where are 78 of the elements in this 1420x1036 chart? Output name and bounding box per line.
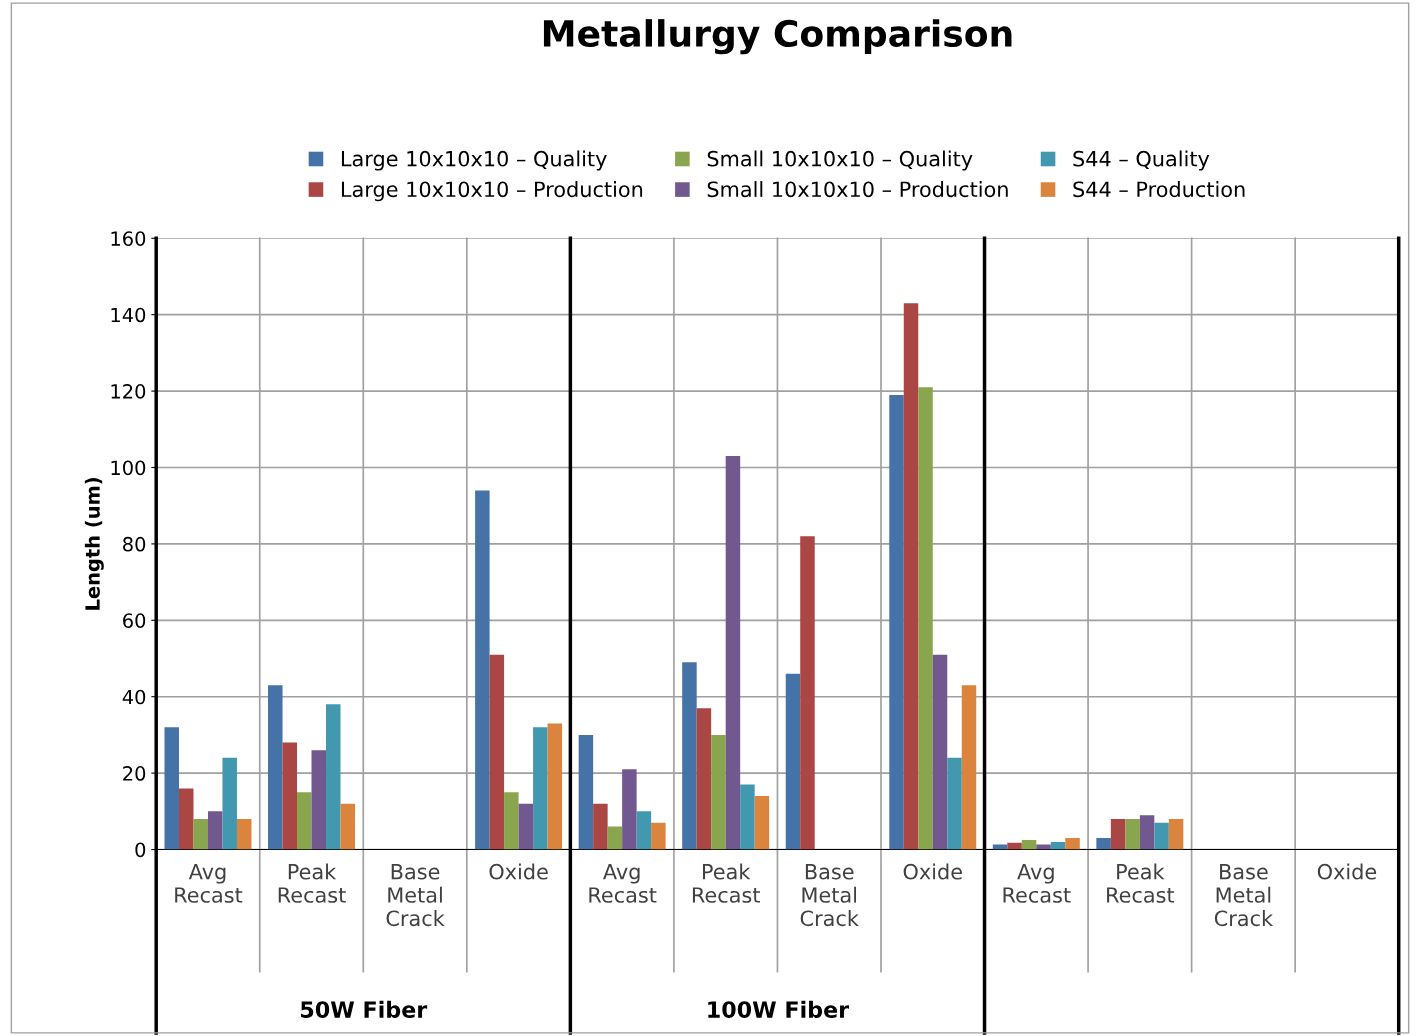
bar [1154, 822, 1169, 850]
bar [178, 788, 194, 850]
bar [1065, 838, 1080, 850]
bar [932, 654, 948, 850]
bar [696, 708, 712, 850]
bar [682, 662, 697, 850]
text: 100W Fiber [708, 1000, 850, 1018]
bar [164, 727, 179, 850]
y-tick-label: 40 [122, 689, 146, 705]
y-tick-label: 100 [111, 460, 146, 476]
bar [504, 792, 519, 850]
legend-label: Large 10x10x10 – Quality [341, 150, 607, 171]
bar [311, 750, 327, 850]
bar [711, 734, 726, 850]
bar [1021, 839, 1037, 850]
x-tick-label: Avg Recast [1003, 864, 1071, 903]
legend-label: Small 10x10x10 – Quality [707, 150, 973, 171]
bar [918, 387, 933, 850]
bar [222, 757, 237, 850]
text: 50W Fiber [301, 1000, 428, 1018]
legend-label: Large 10x10x10 – Production [341, 181, 643, 202]
y-tick-label: 80 [123, 536, 146, 552]
bar [475, 490, 490, 850]
bar [889, 394, 904, 850]
bar [236, 818, 252, 850]
bar [607, 826, 623, 850]
legend-label: S44 – Production [1073, 181, 1245, 198]
bar [207, 811, 223, 850]
bar [533, 727, 548, 850]
x-tick-label: Base Metal Crack [386, 864, 445, 927]
y-tick-label: 0 [135, 842, 146, 858]
y-axis-title: Length (um) [84, 478, 104, 610]
bar [1125, 818, 1140, 850]
bar [282, 742, 298, 850]
bar [947, 757, 962, 850]
bar [1096, 838, 1111, 850]
bar [193, 818, 208, 850]
bar [268, 685, 283, 850]
bar [547, 723, 563, 850]
y-tick-label: 60 [123, 613, 146, 628]
bar [785, 673, 801, 850]
y-tick-label: 120 [111, 384, 146, 399]
bar [725, 456, 741, 850]
bar [651, 822, 666, 850]
bar [961, 685, 977, 850]
y-tick-label: 140 [111, 307, 146, 323]
legend-label: Small 10x10x10 – Production [707, 181, 1008, 198]
bar [593, 803, 608, 850]
bar [1110, 818, 1126, 850]
x-tick-label: Oxide [489, 863, 548, 880]
x-tick-label: Avg Recast [589, 864, 657, 903]
bar [622, 769, 637, 850]
bar [754, 796, 770, 850]
bar [297, 792, 312, 850]
chart-title: Metallurgy Comparison [543, 19, 1012, 55]
bar [578, 734, 594, 850]
x-tick-label: Oxide [903, 863, 962, 880]
x-tick-label: Peak Recast [1107, 863, 1175, 903]
bar [800, 536, 815, 850]
x-tick-label: Oxide [1317, 863, 1377, 880]
x-tick-label: Peak Recast [278, 863, 346, 903]
x-tick-label: Peak Recast [692, 863, 760, 903]
bar [326, 704, 341, 850]
bar [636, 811, 652, 850]
bar [1168, 818, 1184, 850]
bar [1007, 842, 1022, 850]
bar [518, 803, 534, 850]
bar [903, 303, 919, 850]
bar [740, 784, 755, 850]
x-tick-label: Base Metal Crack [800, 864, 859, 927]
bar [1139, 815, 1155, 850]
y-tick-label: 20 [123, 766, 146, 781]
x-tick-label: Base Metal Crack [1214, 864, 1274, 927]
bar [489, 654, 505, 850]
legend-label: S44 – Quality [1073, 150, 1210, 171]
y-tick-label: 160 [111, 231, 146, 246]
x-tick-label: Avg Recast [175, 864, 243, 903]
bar [340, 803, 355, 850]
